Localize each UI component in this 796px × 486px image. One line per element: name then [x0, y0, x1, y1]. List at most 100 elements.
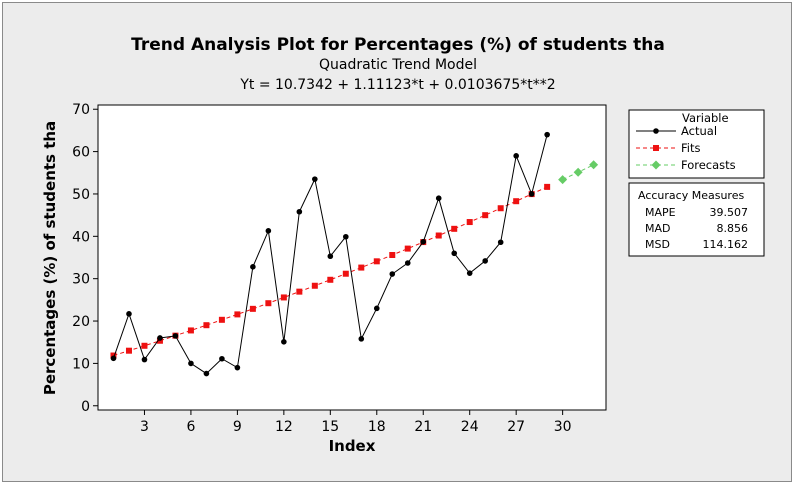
y-tick-label: 30 — [72, 272, 90, 288]
x-axis: 3 6 9 12 15 18 21 24 27 30 — [140, 410, 572, 435]
actual-point — [358, 336, 365, 342]
actual-point — [420, 239, 427, 245]
fits-point — [435, 232, 442, 239]
actual-point — [373, 305, 380, 312]
actual-point — [513, 153, 519, 159]
actual-point — [466, 270, 473, 276]
accuracy-label-mape: MAPE — [645, 206, 676, 219]
fits-point — [373, 258, 380, 265]
fits-point — [342, 270, 349, 277]
accuracy-label-mad: MAD — [645, 222, 671, 235]
accuracy-box — [628, 182, 765, 257]
fits-point — [389, 252, 396, 259]
actual-point — [281, 338, 287, 345]
x-tick-label: 3 — [140, 419, 149, 435]
fits-point — [544, 183, 551, 190]
x-tick-label: 9 — [233, 419, 242, 435]
fits-point — [466, 219, 473, 226]
legend-fits-label: Fits — [681, 141, 700, 155]
y-tick-label: 0 — [81, 399, 90, 415]
x-axis-label: Index — [329, 437, 376, 455]
fits-point — [451, 225, 458, 232]
legend-forecasts-label: Forecasts — [681, 158, 736, 172]
actual-point — [528, 191, 535, 197]
actual-point — [404, 260, 411, 266]
actual-point — [312, 176, 318, 182]
trend-equation: Yt = 10.7342 + 1.11123*t + 0.0103675*t**… — [239, 77, 555, 93]
x-tick-label: 27 — [507, 419, 525, 435]
actual-point — [110, 355, 117, 362]
fits-line — [113, 186, 548, 357]
series-forecasts — [558, 160, 599, 185]
x-tick-label: 21 — [414, 419, 432, 435]
actual-point — [327, 253, 334, 260]
fits-point — [125, 347, 132, 354]
y-tick-label: 10 — [72, 356, 90, 372]
fits-point — [218, 316, 225, 323]
fits-point — [482, 212, 489, 219]
actual-point — [482, 258, 488, 264]
plot-area — [97, 104, 607, 411]
accuracy-measures: MAPE 39.507 MAD 8.856 MSD 114.162 — [645, 206, 748, 251]
actual-point — [343, 233, 349, 240]
actual-point — [188, 360, 194, 367]
y-tick-label: 50 — [72, 187, 90, 203]
x-tick-label: 15 — [321, 419, 339, 435]
fits-point — [327, 276, 334, 283]
y-tick-label: 70 — [72, 102, 90, 118]
x-tick-label: 24 — [461, 419, 479, 435]
actual-point — [296, 208, 303, 215]
y-axis: 0 10 20 30 40 50 60 70 — [72, 102, 98, 415]
chart-title: Trend Analysis Plot for Percentages (%) … — [131, 35, 665, 55]
legend: Actual Fits Forecasts — [636, 124, 736, 172]
forecasts-point — [589, 160, 599, 170]
actual-point — [172, 333, 179, 339]
actual-point — [157, 335, 163, 341]
legend-actual-label: Actual — [681, 124, 717, 138]
actual-point — [265, 228, 272, 234]
legend-title: Variable — [682, 111, 729, 125]
accuracy-value-mape: 39.507 — [710, 206, 749, 219]
x-tick-label: 6 — [186, 419, 195, 435]
fits-point — [203, 322, 210, 329]
actual-point — [234, 364, 241, 371]
accuracy-label-msd: MSD — [645, 238, 670, 251]
actual-point — [497, 239, 504, 246]
fits-point — [513, 198, 520, 205]
actual-point — [219, 355, 225, 362]
actual-point — [141, 356, 148, 363]
fits-point — [280, 294, 287, 301]
fits-point — [234, 311, 241, 318]
series-actual — [110, 131, 550, 377]
y-tick-label: 40 — [72, 229, 90, 245]
x-tick-label: 18 — [368, 419, 386, 435]
fits-point — [187, 327, 194, 334]
x-tick-label: 12 — [275, 419, 293, 435]
actual-point — [389, 271, 396, 277]
fits-point — [296, 288, 303, 295]
y-axis-label: Percentages (%) of students tha — [41, 121, 59, 395]
legend-box — [628, 109, 765, 179]
actual-point — [544, 131, 550, 138]
forecasts-point — [558, 175, 568, 185]
fits-point — [404, 245, 411, 252]
accuracy-title: Accuracy Measures — [638, 189, 744, 202]
y-tick-label: 60 — [72, 145, 90, 161]
actual-point — [250, 264, 256, 270]
fits-point — [249, 305, 256, 312]
x-tick-label: 30 — [554, 419, 572, 435]
actual-point — [126, 311, 132, 317]
fits-point — [497, 205, 504, 212]
legend-fits-marker — [653, 145, 659, 151]
actual-point — [203, 370, 210, 377]
actual-point — [435, 195, 442, 201]
forecasts-point — [573, 167, 583, 177]
chart-subtitle: Quadratic Trend Model — [319, 57, 477, 73]
accuracy-value-mad: 8.856 — [717, 222, 749, 235]
legend-forecasts-marker — [651, 160, 661, 170]
fits-point — [265, 300, 272, 307]
accuracy-value-msd: 114.162 — [703, 238, 749, 251]
fits-point — [141, 342, 148, 349]
actual-point — [451, 250, 458, 257]
legend-actual-marker — [653, 128, 659, 134]
